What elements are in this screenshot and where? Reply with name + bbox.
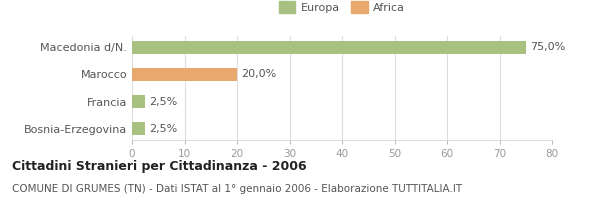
Bar xyxy=(132,95,145,108)
Text: COMUNE DI GRUMES (TN) - Dati ISTAT al 1° gennaio 2006 - Elaborazione TUTTITALIA.: COMUNE DI GRUMES (TN) - Dati ISTAT al 1°… xyxy=(12,184,462,194)
Bar xyxy=(132,68,237,81)
Text: 75,0%: 75,0% xyxy=(530,42,565,52)
Text: Cittadini Stranieri per Cittadinanza - 2006: Cittadini Stranieri per Cittadinanza - 2… xyxy=(12,160,307,173)
Text: 20,0%: 20,0% xyxy=(241,69,277,79)
Legend: Europa, Africa: Europa, Africa xyxy=(275,0,409,16)
Text: 2,5%: 2,5% xyxy=(149,124,178,134)
Text: 2,5%: 2,5% xyxy=(149,97,178,107)
Bar xyxy=(132,41,526,54)
Bar xyxy=(132,122,145,135)
